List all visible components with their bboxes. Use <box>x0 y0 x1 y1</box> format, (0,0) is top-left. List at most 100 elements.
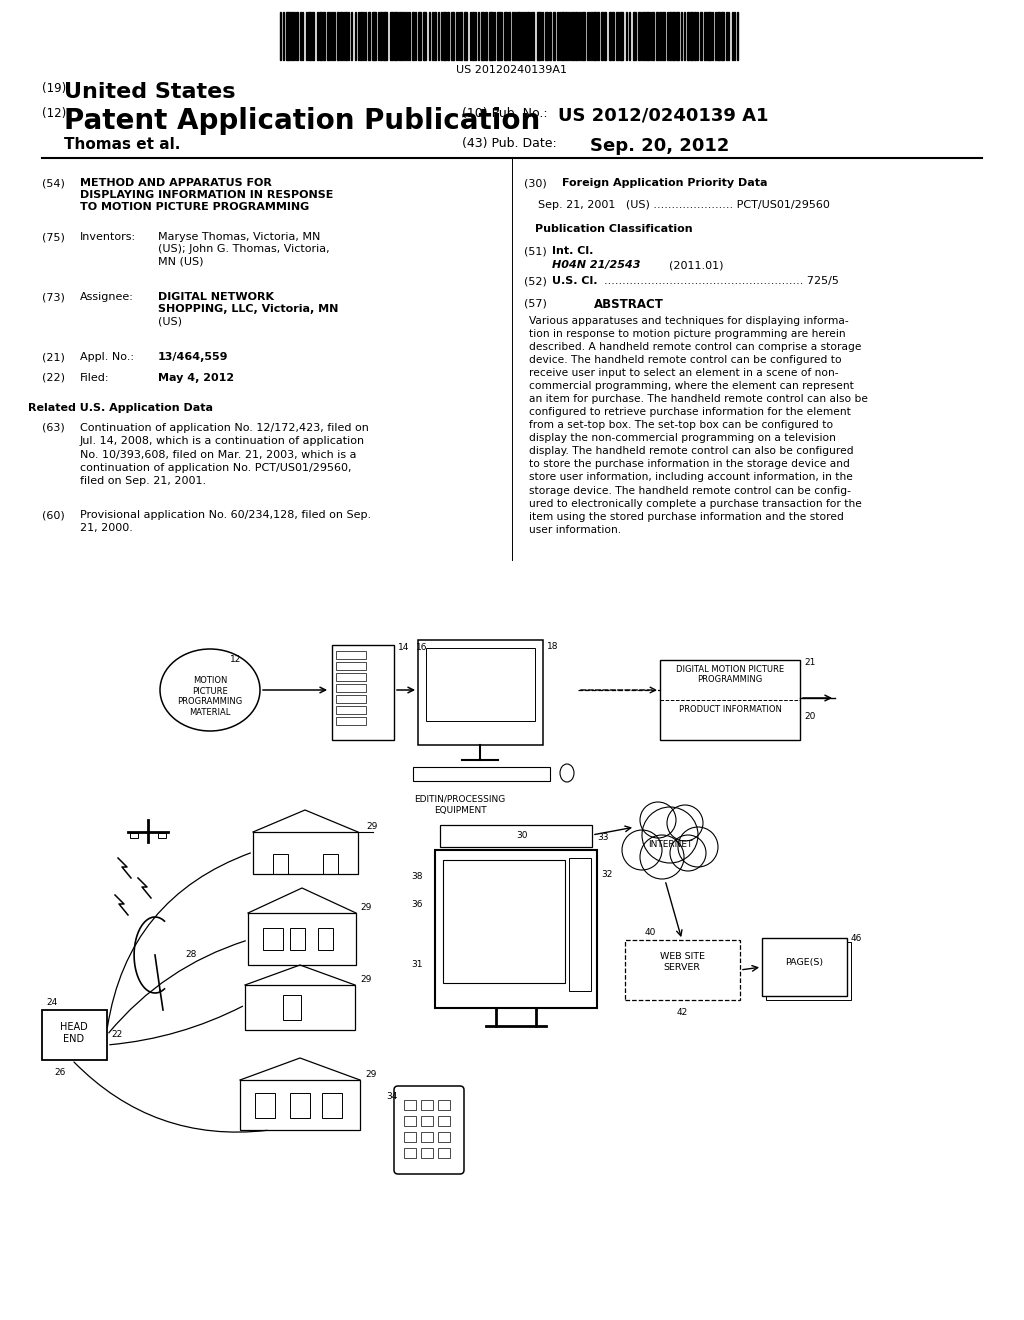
Bar <box>438 1115 450 1126</box>
Bar <box>336 673 366 681</box>
Text: Assignee:: Assignee: <box>80 292 134 302</box>
Text: WEB SITE
SERVER: WEB SITE SERVER <box>659 952 705 972</box>
Text: DIGITAL MOTION PICTURE
PROGRAMMING: DIGITAL MOTION PICTURE PROGRAMMING <box>676 665 784 684</box>
Bar <box>451 12 454 59</box>
Text: (12): (12) <box>42 107 67 120</box>
Bar <box>418 12 421 59</box>
Bar <box>707 12 711 59</box>
Bar <box>717 12 720 59</box>
Text: US 2012/0240139 A1: US 2012/0240139 A1 <box>558 107 768 125</box>
Bar <box>327 12 329 59</box>
Text: PRODUCT INFORMATION: PRODUCT INFORMATION <box>679 705 781 714</box>
Text: 40: 40 <box>645 928 656 937</box>
Text: Publication Classification: Publication Classification <box>536 224 693 234</box>
Bar <box>512 12 514 59</box>
Bar <box>434 12 436 59</box>
Text: PAGE(S): PAGE(S) <box>785 958 823 968</box>
Bar <box>609 12 611 59</box>
Bar <box>447 12 449 59</box>
Bar <box>255 1093 275 1118</box>
Text: Sep. 20, 2012: Sep. 20, 2012 <box>590 137 729 154</box>
Bar <box>263 928 283 950</box>
Bar <box>593 12 596 59</box>
Bar <box>652 12 654 59</box>
Bar <box>690 12 693 59</box>
Text: Continuation of application No. 12/172,423, filed on
Jul. 14, 2008, which is a c: Continuation of application No. 12/172,4… <box>80 422 369 487</box>
Bar <box>569 858 591 991</box>
Text: Related U.S. Application Data: Related U.S. Application Data <box>28 403 213 413</box>
Bar <box>532 12 534 59</box>
Bar <box>481 12 484 59</box>
Bar <box>337 12 339 59</box>
Text: 12: 12 <box>230 655 242 664</box>
Bar <box>400 12 402 59</box>
Bar <box>561 12 564 59</box>
Bar <box>383 12 387 59</box>
Text: (21): (21) <box>42 352 65 362</box>
Bar <box>497 12 500 59</box>
Bar <box>336 717 366 725</box>
Bar <box>440 825 592 847</box>
Text: 33: 33 <box>597 833 608 842</box>
Bar <box>643 12 645 59</box>
Bar <box>253 832 358 874</box>
Bar <box>290 1093 310 1118</box>
Bar <box>322 1093 342 1118</box>
Text: EDITIN/PROCESSING
EQUIPMENT: EDITIN/PROCESSING EQUIPMENT <box>415 795 506 814</box>
Bar <box>687 12 689 59</box>
Bar <box>372 12 376 59</box>
Bar <box>286 12 290 59</box>
Bar <box>705 12 706 59</box>
Bar <box>676 12 679 59</box>
Bar <box>616 12 618 59</box>
Text: 29: 29 <box>360 975 372 983</box>
Bar <box>421 1115 433 1126</box>
Text: 29: 29 <box>365 1071 377 1078</box>
Text: 21: 21 <box>804 657 815 667</box>
Text: (30): (30) <box>524 178 547 187</box>
Bar <box>672 12 675 59</box>
Text: United States: United States <box>63 82 236 102</box>
Text: Maryse Thomas, Victoria, MN: Maryse Thomas, Victoria, MN <box>158 232 321 242</box>
Bar <box>464 12 467 59</box>
Text: U.S. Cl.: U.S. Cl. <box>552 276 597 286</box>
Bar <box>404 1133 416 1142</box>
Text: HEAD
END: HEAD END <box>60 1022 88 1044</box>
Bar <box>296 12 298 59</box>
Bar <box>504 12 507 59</box>
Bar <box>368 12 370 59</box>
Bar <box>42 1010 106 1060</box>
Text: 14: 14 <box>398 643 410 652</box>
Bar <box>394 12 397 59</box>
Bar <box>340 12 342 59</box>
Text: (75): (75) <box>42 232 65 242</box>
Text: US 20120240139A1: US 20120240139A1 <box>457 65 567 75</box>
Text: May 4, 2012: May 4, 2012 <box>158 374 234 383</box>
Bar <box>638 12 640 59</box>
Bar <box>625 940 740 1001</box>
Bar <box>572 12 574 59</box>
Text: (51): (51) <box>524 246 547 256</box>
Text: Int. Cl.: Int. Cl. <box>552 246 593 256</box>
Bar <box>240 1080 360 1130</box>
Bar <box>323 12 325 59</box>
Text: 29: 29 <box>360 903 372 912</box>
Text: Inventors:: Inventors: <box>80 232 136 242</box>
Text: Filed:: Filed: <box>80 374 110 383</box>
Bar <box>426 648 535 721</box>
Bar <box>336 684 366 692</box>
Text: (73): (73) <box>42 292 65 302</box>
Bar <box>421 1100 433 1110</box>
Text: 32: 32 <box>601 870 612 879</box>
Text: (52): (52) <box>524 276 547 286</box>
Bar <box>508 12 510 59</box>
Bar <box>669 12 671 59</box>
Bar <box>336 706 366 714</box>
Bar <box>604 12 606 59</box>
Bar <box>460 12 462 59</box>
Text: 30: 30 <box>516 832 527 840</box>
Bar <box>438 1100 450 1110</box>
Bar <box>549 12 551 59</box>
Bar <box>582 12 585 59</box>
Bar <box>646 12 649 59</box>
